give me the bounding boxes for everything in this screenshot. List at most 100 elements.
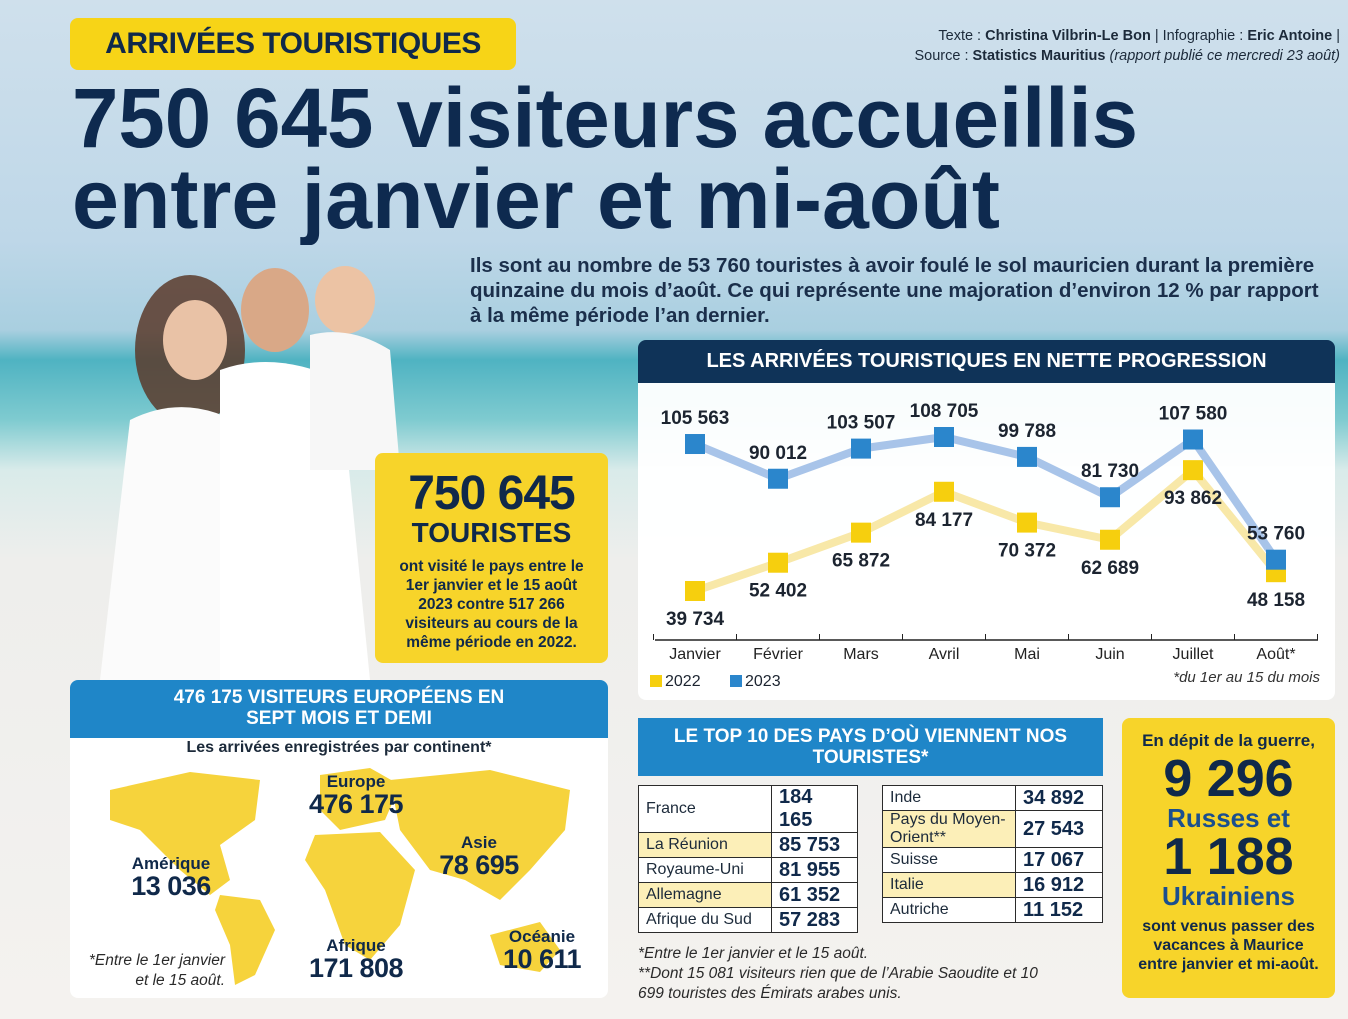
separator: | xyxy=(1336,28,1340,44)
x-tick-label: Mai xyxy=(1014,646,1040,663)
value-label: 107 580 xyxy=(1159,404,1228,425)
table-row: Afrique du Sud 57 283 xyxy=(638,907,858,933)
series-line xyxy=(693,433,1280,562)
ukrainians-number: 1 188 xyxy=(1163,828,1294,886)
label: | Infographie : xyxy=(1154,28,1244,44)
total-box: 750 645 TOURISTES ont visité le pays ent… xyxy=(375,453,608,663)
credits: Texte : Christina Vilbrin-Le Bon | Infog… xyxy=(914,26,1340,66)
point xyxy=(1017,512,1037,533)
table-row: Italie 16 912 xyxy=(882,872,1103,898)
source-line: Source : Statistics Mauritius (rapport p… xyxy=(914,46,1340,66)
table-row: Allemagne 61 352 xyxy=(638,882,858,908)
country: Allemagne xyxy=(638,882,772,908)
headline-line: entre janvier et mi-août xyxy=(72,152,1000,245)
table-row: Inde 34 892 xyxy=(882,785,1103,811)
point xyxy=(1017,446,1037,467)
source-note: (rapport publié ce mercredi 23 août) xyxy=(1109,48,1340,64)
value-label: 103 507 xyxy=(827,413,896,434)
point xyxy=(934,427,954,447)
headline-line: 750 645 visiteurs accueillis xyxy=(72,75,1138,165)
series-line xyxy=(693,466,1280,595)
value-label: 62 689 xyxy=(1081,558,1139,579)
region-value: 13 036 xyxy=(131,871,211,901)
point xyxy=(934,481,954,502)
point xyxy=(685,434,705,455)
top10-title: LE TOP 10 DES PAYS D’OÙ VIENNENT NOS TOU… xyxy=(638,718,1103,776)
value-label: 90 012 xyxy=(749,443,807,464)
table-row: Autriche 11 152 xyxy=(882,897,1103,923)
visitors: 57 283 xyxy=(771,907,858,933)
x-tick-label: Mars xyxy=(843,646,879,663)
total-unit: TOURISTES xyxy=(411,517,572,548)
value-label: 99 788 xyxy=(998,421,1056,442)
x-tick-label: Juin xyxy=(1095,646,1124,663)
x-tick-label: Juillet xyxy=(1173,646,1214,663)
war-intro: En dépit de la guerre, xyxy=(1142,731,1315,750)
country: Inde xyxy=(882,785,1016,811)
region-value: 10 611 xyxy=(502,944,582,974)
region-name: Amérique xyxy=(131,854,211,873)
visitors: 34 892 xyxy=(1015,785,1103,811)
table-row: La Réunion 85 753 xyxy=(638,832,858,858)
world-map xyxy=(110,768,570,985)
x-tick-label: Août* xyxy=(1256,646,1295,663)
intro: Ils sont au nombre de 53 760 touristes à… xyxy=(470,254,1319,327)
value-label: 53 760 xyxy=(1247,524,1305,545)
country: Pays du Moyen-Orient** xyxy=(882,810,1016,848)
region-value: 476 175 xyxy=(308,789,404,819)
russians-label: Russes et xyxy=(1167,803,1290,833)
table-row: Royaume-Uni 81 955 xyxy=(638,857,858,883)
table-row: Pays du Moyen-Orient** 27 543 xyxy=(882,810,1103,848)
country: Autriche xyxy=(882,897,1016,923)
tag: ARRIVÉES TOURISTIQUES xyxy=(70,18,516,70)
visitors: 11 152 xyxy=(1015,897,1103,923)
point xyxy=(1183,429,1203,450)
chart-note: *du 1er au 15 du mois xyxy=(1173,669,1320,686)
continent-shapes xyxy=(110,768,570,985)
country: Italie xyxy=(882,872,1016,898)
value-label: 39 734 xyxy=(666,609,725,630)
value-label: 84 177 xyxy=(915,510,973,531)
country: France xyxy=(638,785,772,833)
region-name: Océanie xyxy=(508,927,576,946)
legend-label: 2023 xyxy=(745,673,781,690)
source: Statistics Mauritius xyxy=(972,48,1106,64)
point xyxy=(685,581,705,601)
family-illustration xyxy=(100,266,400,680)
continents-subtitle: Les arrivées enregistrées par continent* xyxy=(186,739,492,756)
ukrainians-label: Ukrainiens xyxy=(1162,881,1295,911)
legend-swatch xyxy=(730,675,742,687)
credits-line: Texte : Christina Vilbrin-Le Bon | Infog… xyxy=(914,26,1340,46)
visitors: 16 912 xyxy=(1015,872,1103,898)
country: Royaume-Uni xyxy=(638,857,772,883)
visitors: 184 165 xyxy=(771,785,858,833)
value-label: 108 705 xyxy=(910,401,979,422)
legend-label: 2022 xyxy=(665,673,701,690)
point xyxy=(768,552,788,573)
region-value: 78 695 xyxy=(439,850,519,880)
point xyxy=(768,468,788,489)
war-box: En dépit de la guerre, 9 296 Russes et 1… xyxy=(1122,718,1335,998)
value-label: 52 402 xyxy=(749,581,807,602)
continents-title: 476 175 VISITEURS EUROPÉENS EN SEPT MOIS… xyxy=(70,680,608,738)
legend-swatch xyxy=(650,675,662,687)
top10-table-right: Inde 34 892 Pays du Moyen-Orient** 27 543 Su… xyxy=(882,785,1103,923)
top10-note: **Dont 15 081 visiteurs rien que de l’Ar… xyxy=(638,965,1038,1002)
value-label: 93 862 xyxy=(1164,488,1222,509)
point xyxy=(1100,487,1120,508)
chart-title: LES ARRIVÉES TOURISTIQUES EN NETTE PROGR… xyxy=(638,340,1335,383)
region-value: 171 808 xyxy=(308,953,404,983)
region-name: Asie xyxy=(461,833,497,852)
value-label: 70 372 xyxy=(998,541,1056,562)
country: Afrique du Sud xyxy=(638,907,772,933)
author: Christina Vilbrin-Le Bon xyxy=(985,28,1151,44)
table-row: Suisse 17 067 xyxy=(882,847,1103,873)
point xyxy=(1100,529,1120,550)
top10-note: *Entre le 1er janvier et le 15 août. xyxy=(638,945,869,962)
x-tick-label: Janvier xyxy=(669,646,721,663)
headline: 750 645 visiteurs accueillis entre janvi… xyxy=(72,75,1138,245)
value-label: 81 730 xyxy=(1081,461,1139,482)
top10-table-left: France 184 165 La Réunion 85 753 Royaume-Uni… xyxy=(638,785,858,933)
value-label: 48 158 xyxy=(1247,590,1305,611)
